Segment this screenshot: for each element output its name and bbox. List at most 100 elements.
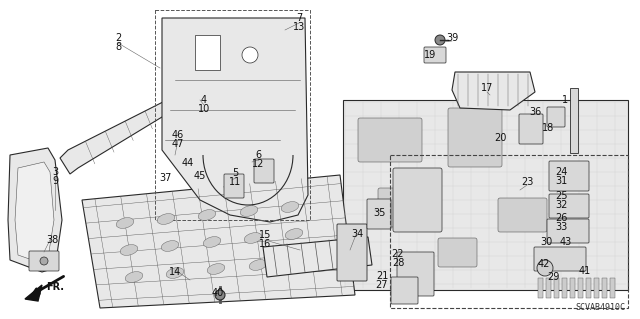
FancyBboxPatch shape [29,251,59,271]
Bar [554,278,559,298]
Ellipse shape [116,218,134,228]
FancyBboxPatch shape [438,238,477,267]
Text: 34: 34 [351,229,363,239]
Polygon shape [263,237,372,277]
Text: 12: 12 [252,159,264,169]
Text: 11: 11 [229,177,241,187]
Polygon shape [15,162,54,262]
Bar [578,278,583,298]
Text: 43: 43 [560,237,572,247]
Text: 19: 19 [424,50,436,60]
Ellipse shape [285,229,303,239]
Polygon shape [452,72,535,110]
FancyBboxPatch shape [448,108,502,167]
FancyBboxPatch shape [397,252,434,296]
Text: 47: 47 [172,139,184,149]
Bar [570,278,575,298]
Polygon shape [8,148,62,272]
Text: 23: 23 [521,177,533,187]
Text: 39: 39 [446,33,458,43]
Text: 37: 37 [159,173,171,183]
FancyBboxPatch shape [519,114,543,144]
Text: 6: 6 [255,150,261,160]
FancyBboxPatch shape [358,118,422,162]
Text: 18: 18 [542,123,554,133]
FancyBboxPatch shape [498,198,547,232]
Ellipse shape [240,206,258,216]
Circle shape [537,260,553,276]
Bar [594,278,599,298]
Circle shape [435,35,445,45]
Ellipse shape [281,202,299,212]
Text: 31: 31 [555,176,567,186]
Text: 13: 13 [293,22,305,32]
Bar [390,155,628,308]
Text: 27: 27 [376,280,388,290]
Text: 21: 21 [376,271,388,281]
Text: 38: 38 [46,235,58,245]
Text: 5: 5 [232,168,238,178]
FancyBboxPatch shape [337,224,367,281]
FancyBboxPatch shape [534,247,586,271]
Text: FR.: FR. [46,282,64,292]
Text: 40: 40 [212,288,224,298]
FancyBboxPatch shape [549,194,589,218]
Ellipse shape [157,214,175,224]
FancyBboxPatch shape [547,219,589,243]
Text: 4: 4 [201,95,207,105]
FancyBboxPatch shape [547,107,565,127]
Text: 46: 46 [172,130,184,140]
Bar [195,35,220,70]
Text: 36: 36 [529,107,541,117]
Ellipse shape [125,272,143,282]
Text: 44: 44 [182,158,194,168]
Text: 1: 1 [562,95,568,105]
Bar [610,278,615,298]
Polygon shape [343,100,628,290]
FancyBboxPatch shape [378,188,422,227]
Circle shape [40,257,48,265]
Text: 42: 42 [538,259,550,269]
Text: 29: 29 [547,272,559,282]
Text: 35: 35 [374,208,386,218]
Ellipse shape [207,263,225,274]
Text: 25: 25 [555,191,567,201]
Bar [586,278,591,298]
Text: 8: 8 [115,42,121,52]
Text: 9: 9 [52,176,58,186]
Text: 16: 16 [259,239,271,249]
Bar [538,278,543,298]
Text: 15: 15 [259,230,271,240]
Text: 3: 3 [52,167,58,177]
Text: 41: 41 [579,266,591,276]
FancyBboxPatch shape [254,159,274,183]
Polygon shape [25,285,42,301]
Text: 33: 33 [555,222,567,232]
Text: 10: 10 [198,104,210,114]
Bar [546,278,551,298]
Text: 22: 22 [392,249,404,259]
Text: 14: 14 [169,267,181,277]
Bar [562,278,567,298]
Ellipse shape [249,260,267,271]
Polygon shape [82,175,355,308]
Circle shape [215,290,225,300]
Polygon shape [60,62,246,174]
Ellipse shape [204,237,221,247]
Text: 26: 26 [555,213,567,223]
FancyBboxPatch shape [391,277,418,304]
Bar [602,278,607,298]
Ellipse shape [244,233,262,243]
Bar [155,10,310,220]
Text: 28: 28 [392,258,404,268]
Bar [570,88,578,153]
Ellipse shape [198,210,216,220]
Text: SCVAB4910C: SCVAB4910C [575,303,625,312]
Circle shape [242,47,258,63]
Text: 20: 20 [494,133,506,143]
Ellipse shape [290,256,308,266]
Text: 30: 30 [540,237,552,247]
Polygon shape [162,18,308,222]
Text: 17: 17 [481,83,493,93]
Ellipse shape [166,268,184,278]
